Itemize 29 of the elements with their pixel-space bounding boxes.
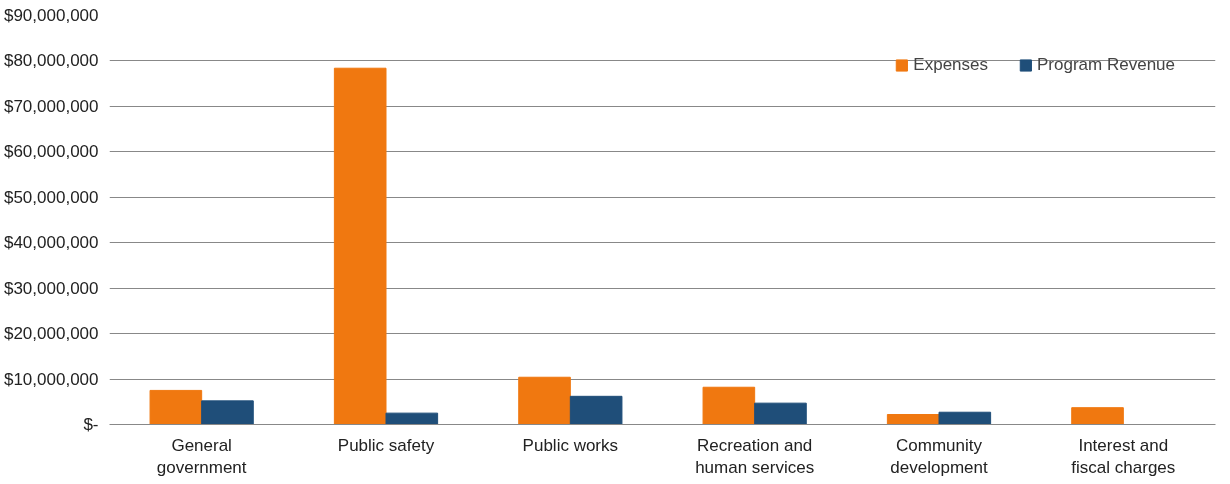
bar	[886, 414, 940, 425]
x-tick-label: Public works	[522, 435, 619, 455]
legend-label: Program Revenue	[1037, 55, 1175, 75]
y-tick-label: $50,000,000	[3, 187, 99, 207]
x-tick-label: Community development	[890, 435, 988, 478]
y-tick-label: $40,000,000	[3, 233, 99, 253]
bar	[569, 395, 623, 425]
x-tick-label: General government	[156, 435, 247, 478]
legend-label: Expenses	[913, 55, 989, 75]
bar	[1071, 407, 1124, 425]
bar	[333, 67, 387, 425]
y-tick-label: $80,000,000	[3, 51, 99, 71]
bar	[754, 402, 807, 425]
bar	[201, 400, 254, 425]
x-tick-label: Public safety	[337, 435, 435, 455]
bar	[518, 376, 571, 425]
bar	[385, 412, 439, 425]
y-tick-label: $20,000,000	[3, 324, 99, 344]
bar	[702, 386, 756, 425]
y-tick-label: $-	[83, 415, 99, 434]
x-tick-label: Interest and fiscal charges	[1071, 435, 1176, 478]
y-tick-label: $10,000,000	[3, 369, 99, 389]
bar	[149, 389, 203, 425]
y-tick-label: $90,000,000	[3, 6, 99, 25]
y-tick-label: $60,000,000	[3, 142, 99, 162]
y-tick-label: $70,000,000	[3, 96, 99, 116]
y-tick-label: $30,000,000	[3, 278, 99, 298]
x-tick-label: Recreation and human services	[695, 435, 815, 478]
bar	[938, 411, 992, 425]
